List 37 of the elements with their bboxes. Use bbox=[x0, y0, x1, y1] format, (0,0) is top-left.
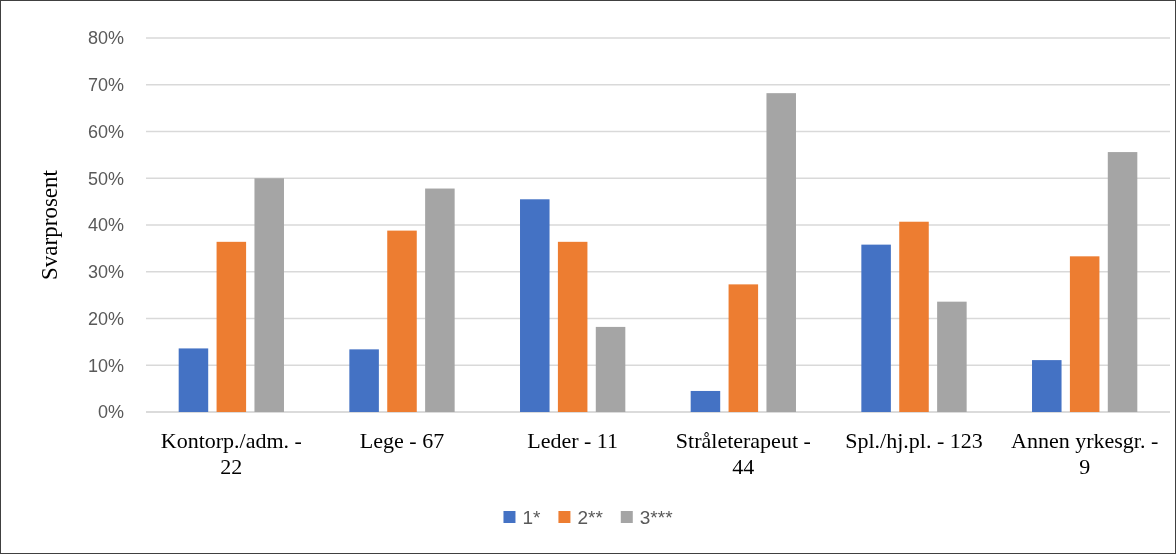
x-tick-label: Stråleterapeut - 44 bbox=[675, 428, 811, 479]
y-tick-label: 80% bbox=[87, 28, 124, 49]
bar bbox=[1069, 256, 1100, 412]
y-tick-label: 0% bbox=[97, 402, 124, 423]
x-tick-label: Leder - 11 bbox=[527, 428, 619, 453]
bar bbox=[425, 188, 455, 412]
y-tick-label: 50% bbox=[87, 168, 124, 189]
bar bbox=[595, 326, 626, 412]
x-tick-label: Annen yrkesgr. - 9 bbox=[1011, 428, 1159, 479]
y-tick-label: 60% bbox=[87, 121, 124, 142]
legend-label: 3*** bbox=[639, 506, 674, 528]
bar bbox=[557, 241, 588, 412]
bar bbox=[1107, 152, 1138, 412]
legend-label: 2** bbox=[577, 506, 604, 528]
bar bbox=[728, 284, 759, 412]
bar bbox=[861, 244, 891, 412]
y-tick-label: 70% bbox=[87, 75, 124, 96]
y-axis-title: Svarprosent bbox=[37, 169, 62, 280]
bar bbox=[937, 301, 967, 412]
legend-label: 1* bbox=[522, 506, 542, 528]
bar bbox=[178, 348, 209, 412]
bar bbox=[520, 199, 550, 412]
y-tick-label: 10% bbox=[87, 355, 124, 376]
y-tick-label: 20% bbox=[87, 308, 124, 329]
bar bbox=[254, 178, 284, 412]
y-tick-label: 40% bbox=[87, 215, 124, 236]
bar bbox=[1032, 360, 1062, 412]
x-tick-label: Kontorp./adm. - 22 bbox=[160, 428, 302, 479]
bar bbox=[349, 349, 379, 412]
x-tick-label: Lege - 67 bbox=[359, 428, 445, 453]
bar bbox=[690, 390, 721, 412]
bar bbox=[387, 230, 417, 412]
y-tick-label: 30% bbox=[87, 262, 124, 283]
bar bbox=[899, 221, 929, 412]
bar bbox=[766, 93, 796, 412]
bar bbox=[216, 241, 247, 412]
x-tick-label: Spl./hj.pl. - 123 bbox=[845, 428, 983, 453]
